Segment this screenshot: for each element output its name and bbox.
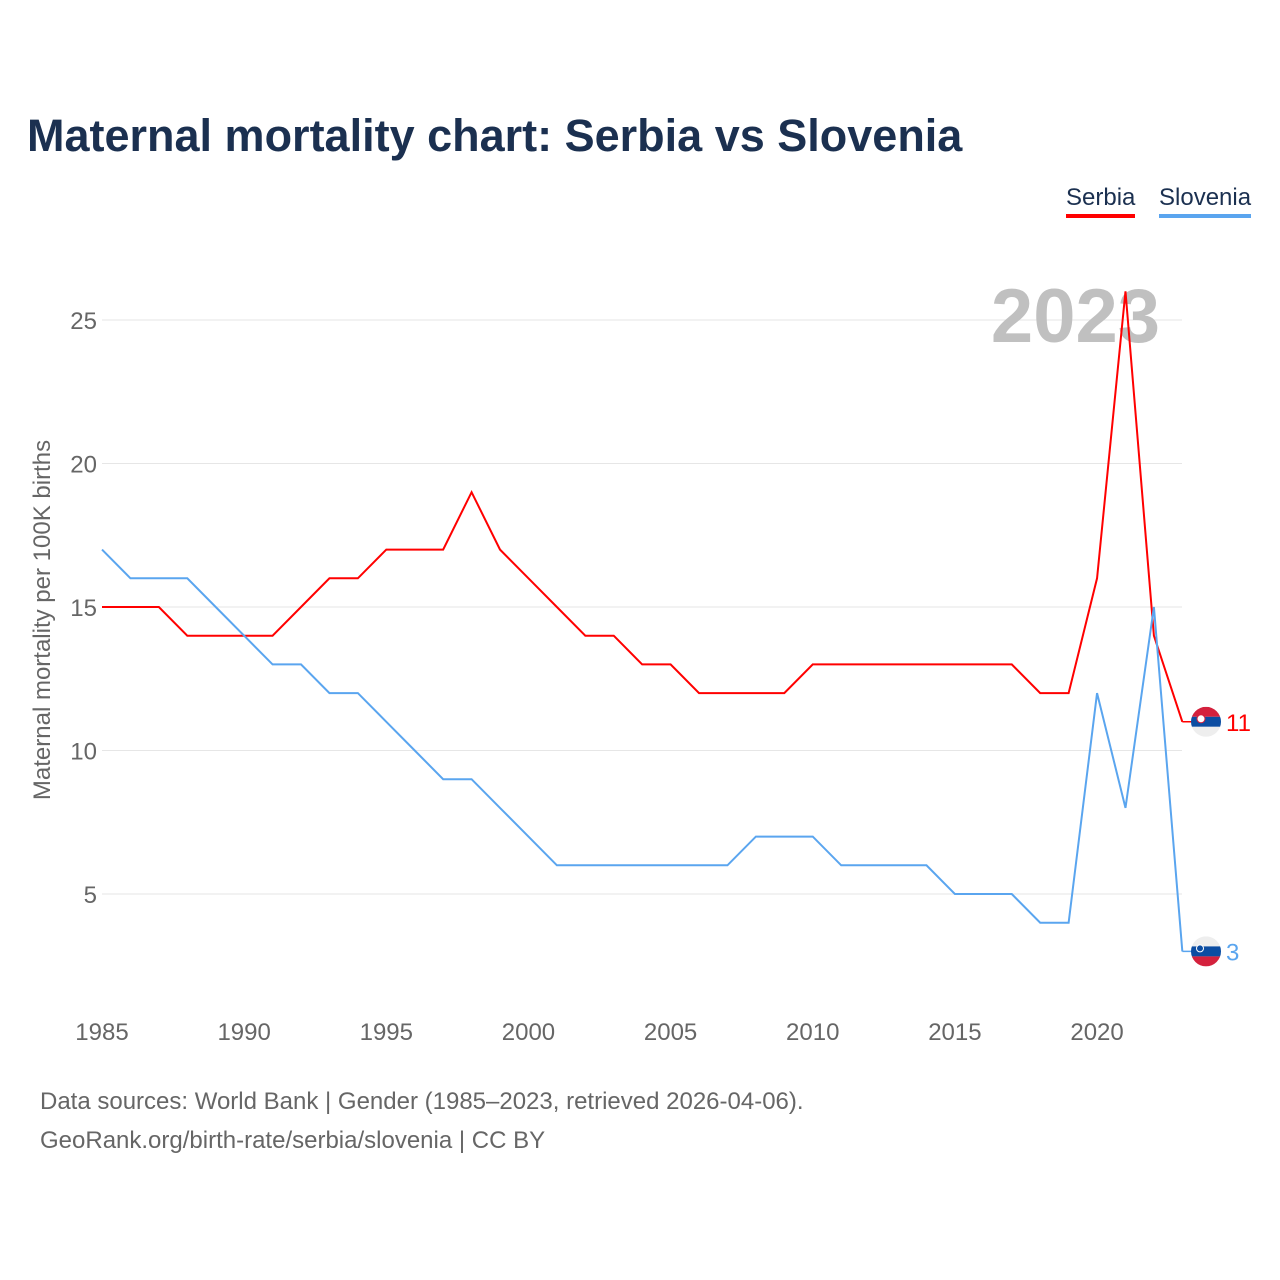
serbia-flag-icon <box>1191 706 1221 737</box>
x-tick-label: 1990 <box>217 1019 270 1046</box>
x-tick-label: 2000 <box>502 1019 555 1046</box>
y-tick-label: 15 <box>70 595 97 622</box>
x-tick-label: 1995 <box>360 1019 413 1046</box>
series-line-slovenia <box>101 548 1184 952</box>
y-tick-label: 10 <box>70 739 97 766</box>
y-tick-label: 5 <box>84 882 97 909</box>
x-tick-label: 2015 <box>928 1019 981 1046</box>
slovenia-flag-icon <box>1191 936 1221 967</box>
x-tick-label: 2020 <box>1070 1019 1123 1046</box>
y-axis-label: Maternal mortality per 100K births <box>29 440 56 800</box>
legend-serbia[interactable]: Serbia <box>1066 184 1136 218</box>
x-tick-label: 2005 <box>644 1019 697 1046</box>
chart-title: Maternal mortality chart: Serbia vs Slov… <box>27 110 963 161</box>
end-value-label: 11 <box>1226 710 1251 737</box>
series-line-serbia <box>102 291 1184 723</box>
x-tick-label: 1985 <box>75 1019 128 1046</box>
x-tick-label: 2010 <box>786 1019 839 1046</box>
y-tick-label: 20 <box>70 452 97 479</box>
legend-slovenia[interactable]: Slovenia <box>1159 184 1252 218</box>
footer-sources: Data sources: World Bank | Gender (1985–… <box>40 1088 804 1115</box>
y-tick-label: 25 <box>70 308 97 335</box>
year-watermark: 2023 <box>991 274 1160 359</box>
footer-link[interactable]: GeoRank.org/birth-rate/serbia/slovenia |… <box>40 1127 546 1154</box>
end-value-label: 3 <box>1226 939 1239 966</box>
